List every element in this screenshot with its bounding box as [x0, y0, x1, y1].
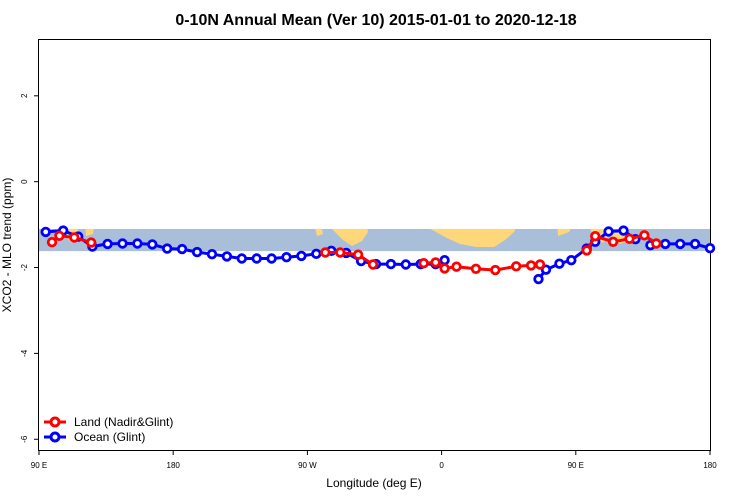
data-point [296, 250, 307, 262]
legend-land-marker [49, 416, 61, 428]
x-tick-label: 0 [439, 461, 444, 470]
data-point [147, 239, 158, 250]
y-axis-label: XCO2 - MLO trend (ppm) [0, 178, 14, 313]
legend: Land (Nadir&Glint) Ocean (Glint) [44, 415, 173, 444]
data-point [117, 238, 128, 249]
data-point [511, 261, 522, 272]
data-point [176, 243, 188, 255]
data-point [400, 259, 411, 270]
land-mass [331, 228, 368, 246]
series-layer [40, 225, 716, 285]
data-point [102, 238, 113, 250]
data-point [46, 236, 58, 248]
data-point [161, 243, 173, 254]
data-point [525, 260, 537, 271]
x-axis: 90 E 180 90 W 0 90 E 180 [31, 450, 717, 470]
data-point [191, 246, 203, 258]
legend-land-label: Land (Nadir&Glint) [74, 415, 173, 429]
data-point [660, 238, 671, 250]
data-point [367, 259, 379, 270]
data-point [470, 263, 482, 274]
data-point [430, 257, 441, 268]
data-point [439, 255, 450, 266]
data-point [221, 251, 233, 262]
data-point [251, 253, 262, 264]
land-mass [315, 228, 323, 236]
data-point [320, 247, 331, 258]
data-point [490, 264, 501, 276]
data-point [85, 237, 97, 248]
x-axis-label: Longitude (deg E) [326, 476, 421, 490]
data-point [266, 253, 277, 264]
x-tick-label: 90 E [568, 461, 584, 470]
data-point [69, 232, 80, 243]
x-tick-label: 90 W [298, 461, 317, 470]
data-point [581, 245, 592, 256]
data-point [451, 261, 462, 272]
data-point [603, 226, 614, 237]
data-point [689, 238, 701, 250]
data-point [236, 253, 247, 264]
series-line [325, 251, 374, 266]
y-tick-label: -2 [20, 263, 29, 271]
y-tick-label: -6 [20, 435, 29, 443]
data-point [439, 263, 450, 274]
data-point [590, 230, 601, 242]
data-point [335, 247, 346, 258]
data-point [533, 273, 544, 285]
x-tick-label: 180 [167, 461, 181, 470]
data-point [566, 255, 577, 266]
y-tick-label: 0 [20, 179, 29, 184]
y-tick-label: -4 [20, 349, 29, 357]
series-land [46, 230, 662, 276]
x-tick-label: 90 E [31, 461, 47, 470]
data-point [540, 264, 552, 275]
ocean-area [39, 228, 710, 252]
data-point [54, 230, 65, 241]
data-point [281, 252, 292, 263]
y-tick-label: 2 [20, 93, 29, 98]
data-point [651, 238, 662, 249]
data-point [352, 249, 364, 260]
legend-ocean-marker [49, 431, 61, 443]
legend-ocean-label: Ocean (Glint) [74, 430, 145, 444]
land-mass [85, 228, 94, 236]
data-point [534, 259, 546, 270]
data-point [206, 248, 218, 260]
x-tick-label: 180 [703, 461, 717, 470]
series-line [45, 229, 446, 266]
data-point [418, 258, 429, 269]
data-point [554, 258, 565, 269]
data-point [132, 238, 143, 249]
data-point [311, 248, 322, 259]
data-point [385, 258, 397, 270]
land-mass [557, 228, 571, 236]
chart-title: 0-10N Annual Mean (Ver 10) 2015-01-01 to… [175, 12, 576, 29]
data-point [639, 230, 650, 241]
land-mass [430, 228, 516, 247]
data-point [624, 233, 635, 244]
y-axis: 2 0 -2 -4 -6 [20, 93, 39, 443]
data-point [618, 225, 629, 236]
data-point [675, 238, 686, 250]
data-point [704, 242, 716, 254]
data-point [40, 226, 51, 238]
data-point [607, 236, 619, 247]
